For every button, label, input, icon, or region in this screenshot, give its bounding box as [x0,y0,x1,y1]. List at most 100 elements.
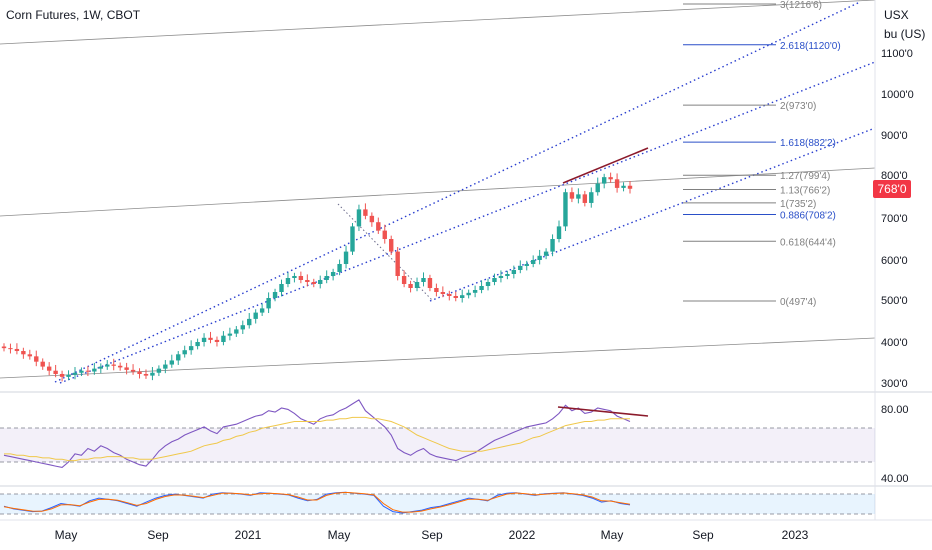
candle-body [563,192,568,227]
candle-body [543,251,549,256]
fib-level-label: 1.13(766'2) [780,186,830,197]
candle-body [59,373,65,377]
candle-body [227,333,233,336]
candle-body [460,295,465,298]
time-tick-label: May [601,528,624,542]
candle-body [447,294,452,296]
candle-body [292,276,297,278]
rsi-divergence-line [557,406,649,417]
fib-level-label: 0(497'4) [780,297,816,308]
time-tick-label: May [328,528,351,542]
candle-body [479,286,484,290]
candle-body [298,276,304,280]
candle-body [589,192,594,203]
candle-body [182,350,187,355]
candle-body [92,368,97,372]
candle-body [427,278,433,288]
rsi-lines [3,399,631,468]
price-tick-label: 300'0 [881,378,908,390]
candle-body [369,215,375,223]
candle-body [130,369,136,372]
candle-body [27,354,33,357]
candle-body [266,298,271,309]
fib-level-label: 1(735'2) [780,199,816,210]
candle-body [150,372,155,376]
candle-body [117,365,123,368]
candle-body [382,230,387,239]
fib-level-label: 2(973'0) [780,101,816,112]
candle-body [21,351,26,355]
fibonacci-levels: 3(1216'6) 2.618(1120'0) 2(973'0) 1.618(882'… [683,0,841,308]
candle-body [221,335,226,342]
candle-body [550,239,555,252]
fib-level-label: 2.618(1120'0) [780,41,841,52]
osc-band-fill [0,494,875,514]
candle-body [188,346,194,351]
time-tick-label: Sep [421,528,443,542]
price-tick-label: 1000'0 [881,89,914,101]
fib-level-label: 0.886(708'2) [780,210,836,221]
time-axis: May Sep 2021 May Sep 2022 May Sep 2023 [55,528,809,542]
candle-body [389,239,394,252]
channel-upper-dotted [54,1,861,383]
candle-body [156,368,162,373]
candle-body [285,278,291,284]
dotted-channel [54,1,876,384]
time-tick-label: 2023 [782,528,809,542]
candle-body [601,177,607,184]
time-tick-label: Sep [147,528,169,542]
candle-body [505,274,510,276]
price-tick-label: 500'0 [881,295,908,307]
candle-body [614,179,620,188]
candle-body [576,194,581,199]
outer-channel-bottom-line [0,337,876,379]
rsi-ma-line [4,416,630,462]
candle-body [201,337,207,342]
candle-body [408,284,413,288]
rsi-pane: 80.00 40.00 [0,399,909,485]
chart-title: Corn Futures, 1W, CBOT [6,8,141,22]
candle-body [434,288,439,292]
candle-body [311,282,316,284]
price-tick-label: 700'0 [881,213,908,225]
oscillator-lines [3,491,631,514]
candle-body [169,360,174,365]
candle-body [272,292,278,298]
candle-body [259,308,265,313]
candle-body [253,312,258,319]
candle-body [466,292,471,296]
candle-body [343,251,349,264]
candle-body [324,276,329,280]
candle-body [485,282,491,286]
candle-body [363,209,368,216]
candle-body [34,356,39,362]
price-tick-label: 600'0 [881,255,908,267]
candle-body [569,192,575,199]
candle-body [72,372,78,375]
candle-body [401,276,407,284]
price-divergence-line [562,147,649,184]
candle-body [440,292,446,294]
price-pane: 300'0 400'0 500'0 600'0 700'0 800'0 900'0 1000'… [0,0,914,390]
candle-body [511,270,517,274]
candle-body [524,264,529,266]
candle-body [472,290,478,293]
channel-lower-dotted [429,127,876,302]
time-tick-label: Sep [692,528,714,542]
price-tick-label: 800'0 [881,170,908,182]
candle-body [143,373,149,376]
oscillator-pane [0,491,875,515]
candle-body [498,276,504,278]
fib-level-label: 1.27(799'4) [780,171,830,182]
candle-body [421,278,426,282]
price-axis: 300'0 400'0 500'0 600'0 700'0 800'0 900'0 1000'… [881,48,914,390]
candle-body [395,251,400,276]
channel-middle-dotted [59,61,876,384]
candle-body [40,361,45,367]
rsi-axis: 80.00 40.00 [881,404,909,485]
time-tick-label: 2022 [509,528,536,542]
candle-body [240,325,245,330]
candle-body [582,194,588,203]
candle-body [105,364,110,367]
